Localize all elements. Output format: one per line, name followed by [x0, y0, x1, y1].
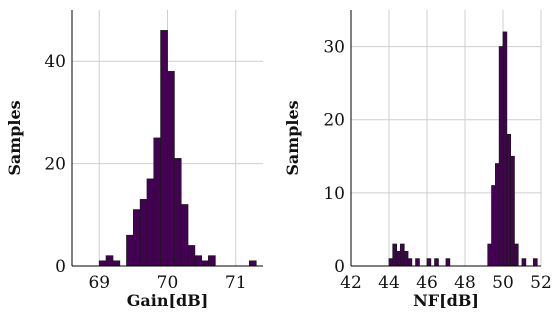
histogram-bar	[533, 258, 538, 267]
histogram-bar	[396, 250, 401, 267]
histogram-bar	[514, 243, 519, 267]
x-tick-label: 70	[157, 273, 179, 293]
histogram-bar	[201, 260, 209, 267]
y-tick-label: 30	[323, 38, 345, 58]
x-tick-label: 71	[225, 273, 247, 293]
histogram-bar	[407, 258, 413, 267]
histogram-bar	[112, 260, 121, 267]
x-tick-label: 52	[530, 273, 552, 293]
y-tick-label: 0	[334, 257, 345, 277]
histogram-bar	[399, 243, 405, 267]
y-tick-label: 20	[44, 155, 66, 175]
histogram-bar	[146, 178, 155, 267]
histogram-bar	[187, 245, 196, 267]
histogram-bar	[208, 255, 216, 267]
histogram-bar	[139, 199, 148, 267]
histogram-bar	[160, 30, 168, 267]
histogram-bar	[126, 234, 134, 267]
y-axis-label: Samples	[283, 100, 302, 175]
nf-histogram-panel: 42 44 46 48 50 52 0 10 20 30 NF[dB] Samples	[283, 10, 552, 310]
histogram-bar	[498, 46, 504, 267]
y-tick-label: 40	[44, 52, 66, 72]
y-tick-label: 0	[55, 257, 66, 277]
histogram-bar	[388, 258, 394, 267]
histogram-bar	[415, 258, 420, 267]
histogram-bar	[487, 243, 492, 267]
histogram-bar	[153, 137, 162, 267]
histogram-bar	[445, 258, 451, 267]
x-tick-label: 44	[378, 273, 400, 293]
histogram-bar	[105, 255, 114, 267]
histogram-bar	[98, 260, 107, 267]
histogram-bar	[248, 260, 257, 267]
histogram-bar	[510, 155, 515, 267]
histogram-bar	[167, 71, 175, 267]
histogram-bar	[180, 204, 189, 267]
histogram-bar	[491, 185, 496, 267]
histogram-bar	[426, 258, 432, 267]
histogram-bar	[434, 258, 439, 267]
y-axis-label: Samples	[5, 100, 24, 175]
x-tick-label: 48	[454, 273, 476, 293]
x-tick-label: 46	[416, 273, 438, 293]
y-tick-label: 20	[323, 111, 345, 131]
histogram-bar	[132, 209, 141, 267]
x-axis-label: Gain[dB]	[127, 291, 209, 310]
histogram-bar	[521, 258, 527, 267]
histogram-bar	[403, 250, 409, 267]
x-tick-label: 42	[340, 273, 362, 293]
histogram-bar	[506, 133, 511, 267]
histogram-bar	[194, 255, 203, 267]
x-axis-label: NF[dB]	[413, 291, 479, 310]
x-tick-label: 50	[492, 273, 514, 293]
histogram-bar	[392, 243, 397, 267]
histogram-bar	[173, 158, 182, 267]
x-tick-label: 69	[88, 273, 110, 293]
gain-histogram-panel: 69 70 71 0 20 40 Gain[dB] Samples	[5, 10, 263, 310]
histogram-bar	[502, 31, 508, 267]
y-tick-label: 10	[323, 184, 345, 204]
histogram-bar	[494, 163, 500, 267]
